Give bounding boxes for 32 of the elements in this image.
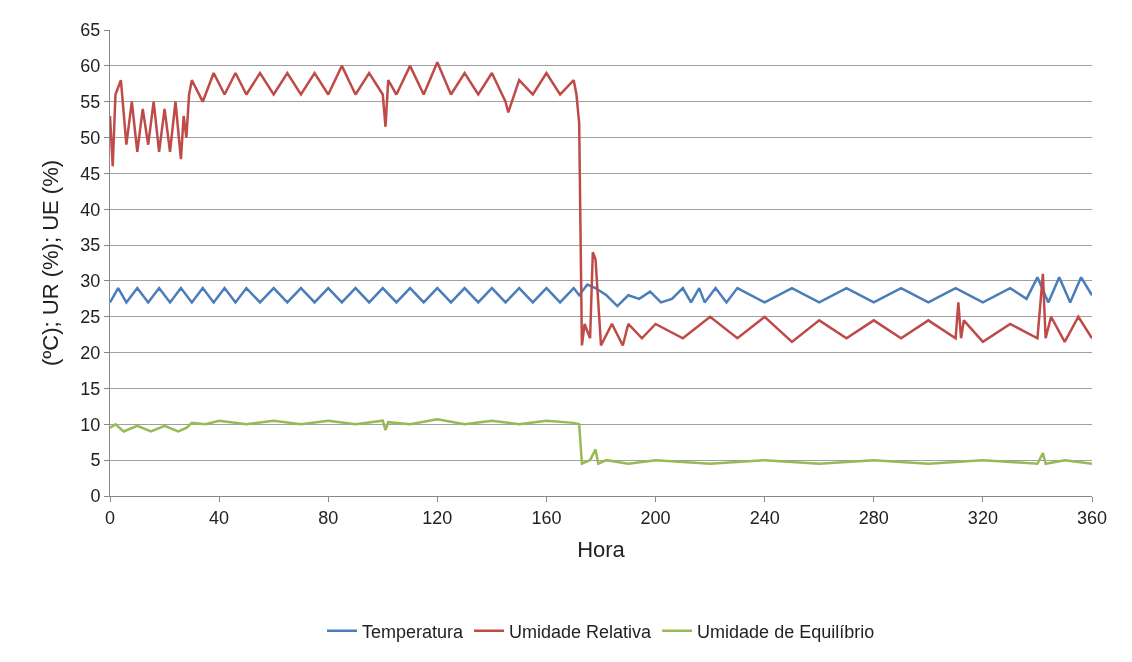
y-tick-label: 15 [80, 378, 101, 399]
y-tick-label: 50 [80, 127, 101, 148]
y-tick-label: 55 [80, 91, 101, 112]
y-tick-label: 30 [80, 271, 101, 292]
y-tick-label: 45 [80, 163, 101, 184]
y-tick-label: 60 [80, 56, 101, 77]
legend-label: Umidade Relativa [509, 621, 653, 642]
x-tick-label: 200 [640, 507, 671, 528]
x-axis-title: Hora [577, 537, 626, 563]
x-tick-label: 120 [422, 507, 453, 528]
x-tick-label: 320 [967, 507, 998, 528]
x-tick-label: 80 [318, 507, 339, 528]
legend-label: Temperatura [362, 621, 465, 642]
y-tick-label: 40 [80, 199, 101, 220]
y-tick-label: 0 [90, 486, 101, 507]
x-tick-label: 360 [1076, 507, 1108, 528]
line-series [110, 276, 1092, 308]
x-tick-label: 240 [749, 507, 780, 528]
line-series [110, 418, 1092, 465]
y-tick-label: 10 [80, 414, 101, 435]
x-tick-label: 40 [209, 507, 230, 528]
y-tick-label: 20 [80, 342, 101, 363]
y-tick-label: 5 [90, 450, 101, 471]
y-tick-label: 65 [80, 20, 101, 41]
y-tick-label: 25 [80, 307, 101, 328]
x-tick-label: 0 [104, 507, 116, 528]
y-tick-label: 35 [80, 235, 101, 256]
x-tick-label: 160 [531, 507, 562, 528]
x-tick-label: 280 [858, 507, 889, 528]
legend-label: Umidade de Equilíbrio [697, 621, 875, 642]
line-series [110, 61, 1092, 347]
y-axis-title: (ºC); UR (%); UE (%) [38, 159, 64, 367]
